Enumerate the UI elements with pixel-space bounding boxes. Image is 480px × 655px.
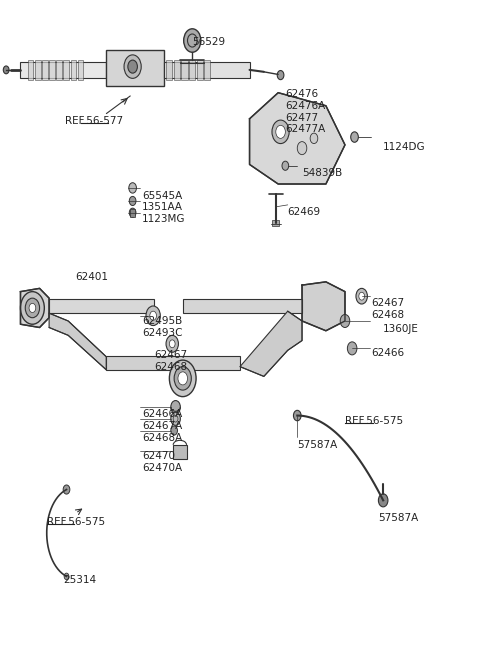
Bar: [166, 60, 172, 80]
Circle shape: [276, 125, 285, 138]
Circle shape: [171, 426, 178, 435]
Circle shape: [174, 367, 192, 390]
Text: REF.56-575: REF.56-575: [47, 517, 105, 527]
Circle shape: [3, 66, 9, 74]
Circle shape: [356, 288, 367, 304]
Text: 1360JE: 1360JE: [383, 324, 419, 334]
Bar: [28, 60, 34, 80]
Bar: [204, 60, 210, 80]
Polygon shape: [21, 288, 49, 328]
Circle shape: [21, 291, 44, 324]
Bar: [173, 445, 187, 459]
Circle shape: [340, 314, 350, 328]
Polygon shape: [250, 93, 345, 184]
Circle shape: [277, 71, 284, 80]
Text: 62467
62468: 62467 62468: [154, 350, 187, 372]
Circle shape: [166, 335, 179, 352]
Circle shape: [348, 342, 357, 355]
Text: REF.56-577: REF.56-577: [65, 115, 123, 126]
Circle shape: [272, 120, 289, 143]
Bar: [164, 62, 250, 78]
Text: 62495B: 62495B: [142, 316, 182, 326]
Bar: [189, 60, 195, 80]
Bar: [174, 60, 180, 80]
Polygon shape: [49, 313, 107, 370]
Text: 1123MG: 1123MG: [142, 214, 186, 224]
Circle shape: [293, 410, 301, 421]
Circle shape: [178, 372, 188, 385]
Circle shape: [171, 412, 180, 425]
Bar: [56, 60, 62, 80]
Bar: [107, 50, 164, 86]
Text: 25314: 25314: [63, 575, 96, 586]
Text: 62466A: 62466A: [142, 409, 182, 419]
Bar: [49, 299, 154, 313]
Circle shape: [169, 340, 175, 348]
Text: 62493C: 62493C: [142, 328, 183, 337]
Circle shape: [359, 292, 364, 300]
Text: 62476
62476A
62477
62477A: 62476 62476A 62477 62477A: [285, 90, 325, 134]
Bar: [21, 62, 107, 78]
Text: 62466: 62466: [371, 348, 404, 358]
Circle shape: [129, 196, 136, 206]
Bar: [197, 60, 203, 80]
Circle shape: [150, 311, 156, 320]
Bar: [78, 60, 84, 80]
Bar: [63, 60, 69, 80]
Bar: [71, 60, 76, 80]
Text: 57587A: 57587A: [378, 514, 419, 523]
Circle shape: [128, 60, 137, 73]
Circle shape: [124, 55, 141, 79]
Text: 62401: 62401: [75, 272, 108, 282]
Text: 56529: 56529: [192, 37, 226, 47]
Circle shape: [63, 485, 70, 494]
Bar: [35, 60, 40, 80]
Bar: [42, 60, 48, 80]
Bar: [130, 209, 135, 217]
Bar: [273, 220, 279, 227]
Text: 65545A: 65545A: [142, 191, 182, 200]
Text: 57587A: 57587A: [297, 440, 337, 450]
Text: 62467A: 62467A: [142, 421, 182, 431]
Bar: [49, 60, 55, 80]
Text: 54839B: 54839B: [302, 168, 342, 178]
Circle shape: [171, 401, 180, 413]
Circle shape: [146, 306, 160, 326]
Text: 62470
62470A: 62470 62470A: [142, 451, 182, 473]
Polygon shape: [302, 282, 345, 331]
Text: REF.56-575: REF.56-575: [345, 415, 403, 426]
Polygon shape: [240, 311, 302, 377]
Text: 62467
62468: 62467 62468: [371, 298, 404, 320]
Circle shape: [64, 573, 69, 580]
Circle shape: [282, 161, 288, 170]
Circle shape: [297, 141, 307, 155]
Circle shape: [169, 360, 196, 397]
Circle shape: [184, 29, 201, 52]
Text: 1124DG: 1124DG: [383, 141, 426, 151]
Circle shape: [25, 298, 39, 318]
Circle shape: [351, 132, 359, 142]
Text: 62469: 62469: [288, 207, 321, 217]
Circle shape: [29, 303, 36, 312]
Circle shape: [129, 183, 136, 193]
Bar: [181, 60, 188, 80]
Text: 1351AA: 1351AA: [142, 202, 183, 212]
Circle shape: [310, 133, 318, 143]
Bar: [183, 299, 302, 313]
Text: 62468A: 62468A: [142, 432, 182, 443]
Circle shape: [129, 208, 136, 217]
Circle shape: [378, 494, 388, 507]
Bar: [107, 356, 240, 370]
